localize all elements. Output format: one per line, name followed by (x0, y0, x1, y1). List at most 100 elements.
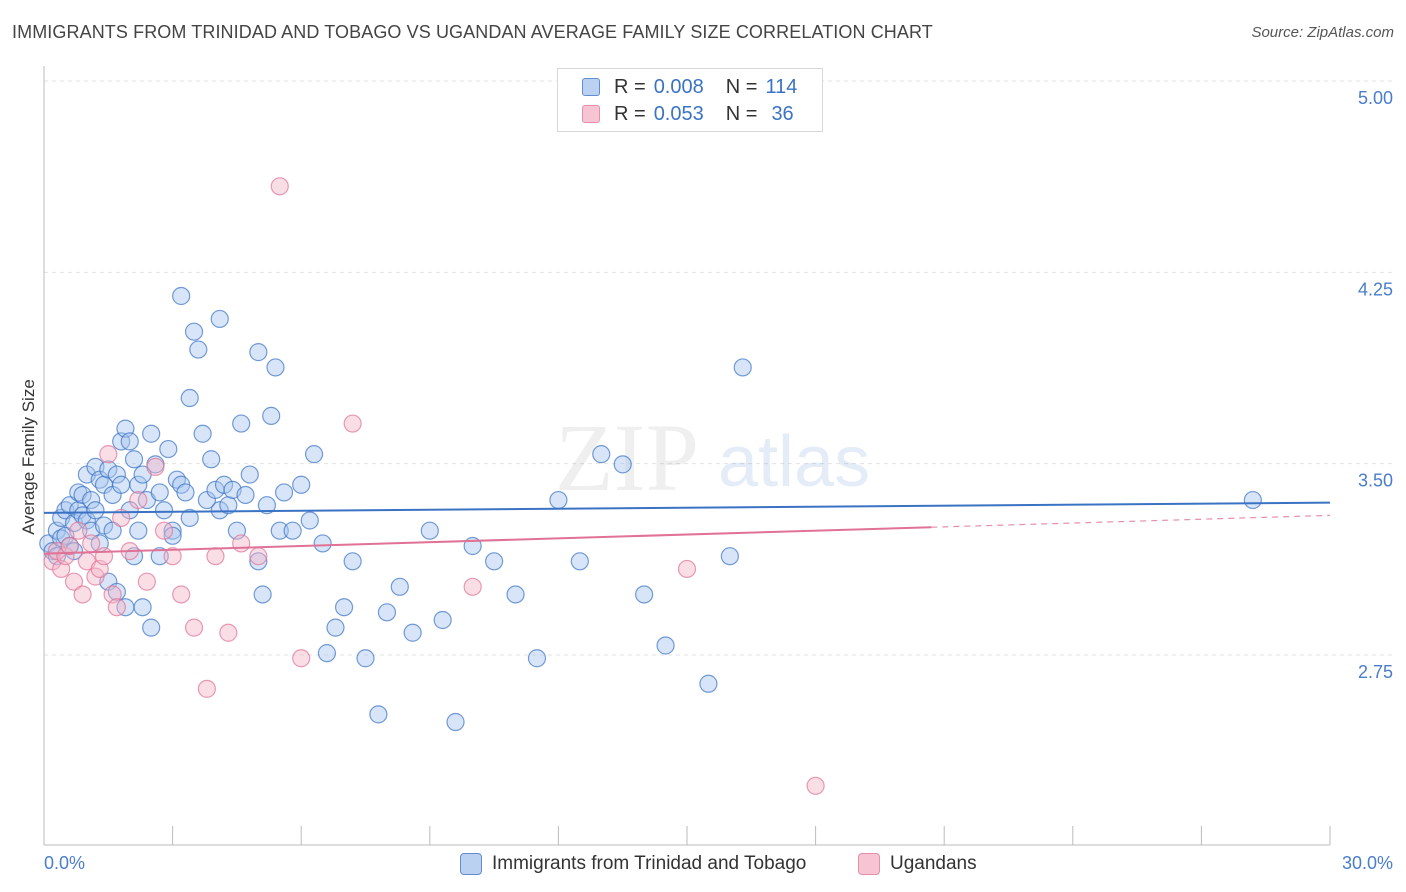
y-tick-label: 3.50 (1358, 471, 1393, 491)
point-immigrants (292, 475, 311, 494)
point-immigrants (270, 521, 289, 540)
point-immigrants (733, 358, 752, 377)
point-immigrants (142, 618, 161, 637)
y-tick-label: 2.75 (1358, 662, 1393, 682)
point-ugandans (232, 534, 251, 553)
point-immigrants (343, 552, 362, 571)
y-tick-label: 5.00 (1358, 88, 1393, 108)
point-immigrants (142, 424, 161, 443)
bottom-legend-immigrants: Immigrants from Trinidad and Tobago (460, 851, 806, 877)
series-immigrants-points (39, 286, 1262, 732)
point-immigrants (313, 534, 332, 553)
bottom-legend-swatch-blue (460, 853, 482, 875)
point-immigrants (189, 340, 208, 359)
point-immigrants (390, 577, 409, 596)
point-immigrants (129, 475, 148, 494)
point-ugandans (107, 598, 126, 617)
legend-n-value: 114 (765, 75, 798, 98)
point-immigrants (699, 674, 718, 693)
chart-title: IMMIGRANTS FROM TRINIDAD AND TOBAGO VS U… (12, 22, 933, 42)
legend-r-label: R = (614, 75, 646, 98)
trend-lines (43, 501, 1331, 555)
point-immigrants (304, 445, 324, 464)
point-immigrants (150, 483, 169, 502)
point-immigrants (150, 547, 169, 566)
point-ugandans (197, 679, 216, 698)
point-immigrants (214, 475, 234, 494)
point-immigrants (82, 490, 101, 510)
point-immigrants (249, 552, 268, 571)
y-axis-label: Average Family Size (19, 379, 38, 535)
correlation-legend: R = 0.008 N = 114 R = 0.053 N = 36 (557, 68, 823, 132)
point-ugandans (60, 536, 79, 556)
chart-source: Source: ZipAtlas.com (1251, 24, 1394, 41)
point-immigrants (656, 636, 675, 655)
watermark-atlas: atlas (718, 422, 870, 502)
point-immigrants (420, 521, 439, 540)
point-immigrants (300, 511, 319, 530)
point-immigrants (369, 705, 388, 724)
legend-r-value: 0.008 (653, 75, 704, 98)
point-immigrants (446, 712, 465, 732)
point-ugandans (82, 534, 101, 553)
point-ugandans (172, 585, 191, 604)
legend-swatch-pink (582, 105, 600, 123)
point-immigrants (377, 603, 397, 622)
point-immigrants (184, 322, 204, 341)
point-immigrants (317, 644, 337, 663)
point-immigrants (107, 465, 126, 484)
point-immigrants (60, 496, 79, 515)
point-ugandans (129, 490, 148, 510)
point-immigrants (485, 552, 504, 571)
point-ugandans (112, 508, 131, 528)
point-immigrants (262, 406, 281, 425)
point-ugandans (154, 521, 174, 540)
bottom-legend-label-ugandans: Ugandans (890, 853, 977, 874)
trend-line-immigrants (43, 501, 1331, 514)
legend-n-value: 36 (771, 102, 794, 125)
point-immigrants (99, 460, 118, 479)
point-immigrants (103, 521, 122, 540)
point-immigrants (112, 475, 131, 494)
trend-line-ugandans-dashed (931, 514, 1331, 528)
point-immigrants (180, 388, 199, 408)
legend-r-value: 0.053 (653, 102, 704, 125)
point-immigrants (613, 455, 632, 474)
point-immigrants (356, 649, 375, 668)
point-immigrants (163, 526, 182, 545)
point-immigrants (193, 424, 212, 443)
point-immigrants (172, 286, 191, 306)
legend-row-ugandans: R = 0.053 N = 36 (582, 101, 794, 127)
legend-row-immigrants: R = 0.008 N = 114 (582, 74, 797, 100)
x-tick-label: 0.0% (44, 853, 85, 873)
point-immigrants (334, 598, 354, 617)
point-immigrants (720, 547, 739, 566)
point-ugandans (806, 776, 825, 795)
point-ugandans (146, 457, 165, 477)
point-ugandans (292, 649, 311, 668)
point-ugandans (206, 547, 225, 566)
point-immigrants (176, 483, 195, 502)
point-immigrants (527, 649, 547, 668)
point-ugandans (99, 445, 118, 464)
point-immigrants (73, 485, 92, 505)
point-ugandans (249, 547, 268, 566)
point-immigrants (283, 521, 302, 540)
point-immigrants (253, 585, 272, 604)
axes (43, 66, 1331, 846)
point-ugandans (343, 414, 362, 433)
legend-swatch-blue (582, 78, 600, 96)
point-ugandans (137, 572, 156, 591)
legend-n-label: N = (725, 102, 758, 125)
legend-r-label: R = (614, 102, 646, 125)
point-immigrants (94, 516, 114, 535)
point-ugandans (64, 572, 84, 591)
point-immigrants (635, 585, 654, 604)
bottom-legend-label-immigrants: Immigrants from Trinidad and Tobago (492, 853, 807, 874)
x-tick-label: 30.0% (1342, 853, 1393, 873)
point-immigrants (506, 585, 525, 604)
bottom-legend-ugandans: Ugandans (858, 851, 977, 877)
point-ugandans (73, 585, 92, 604)
bottom-legend-swatch-pink (858, 853, 880, 875)
